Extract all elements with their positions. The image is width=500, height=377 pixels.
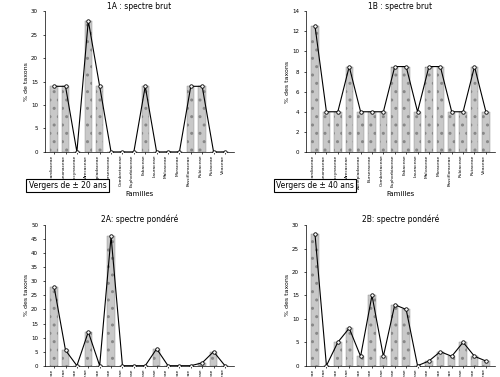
Title: 2B: spectre pondéré: 2B: spectre pondéré (362, 215, 439, 224)
Text: Vergers de ± 40 ans: Vergers de ± 40 ans (276, 181, 354, 190)
Y-axis label: % des taxons: % des taxons (24, 274, 29, 316)
Bar (62, 86, 69, 152)
Bar (471, 356, 478, 366)
Bar (414, 112, 421, 152)
Bar (50, 86, 58, 152)
Y-axis label: % de taxons: % de taxons (24, 62, 29, 101)
Bar (425, 67, 432, 152)
Bar (50, 287, 58, 366)
Bar (84, 21, 92, 152)
Bar (368, 295, 376, 366)
Bar (380, 356, 387, 366)
Bar (391, 305, 398, 366)
Bar (142, 86, 149, 152)
Y-axis label: % des taxons: % des taxons (285, 61, 290, 103)
Bar (460, 112, 467, 152)
Bar (312, 234, 318, 366)
Bar (436, 352, 444, 366)
Bar (391, 67, 398, 152)
Bar (198, 363, 206, 366)
X-axis label: Familles: Familles (386, 191, 414, 197)
Bar (460, 342, 467, 366)
X-axis label: Familles: Familles (126, 191, 154, 197)
Bar (448, 112, 456, 152)
Bar (334, 112, 342, 152)
Bar (402, 67, 410, 152)
Bar (436, 67, 444, 152)
Bar (322, 112, 330, 152)
Bar (357, 356, 364, 366)
Bar (368, 112, 376, 152)
Bar (471, 67, 478, 152)
Text: Vergers de ± 20 ans: Vergers de ± 20 ans (28, 181, 106, 190)
Bar (153, 349, 160, 366)
Bar (357, 112, 364, 152)
Bar (62, 350, 69, 366)
Bar (96, 86, 104, 152)
Bar (448, 356, 456, 366)
Bar (425, 361, 432, 366)
Bar (312, 26, 318, 152)
Bar (482, 112, 490, 152)
Bar (380, 112, 387, 152)
Bar (198, 86, 206, 152)
Bar (187, 86, 194, 152)
Bar (210, 352, 218, 366)
Title: 1A : spectre brut: 1A : spectre brut (108, 2, 172, 11)
Bar (402, 310, 410, 366)
Bar (108, 236, 115, 366)
Bar (482, 361, 490, 366)
Bar (346, 67, 353, 152)
Bar (346, 328, 353, 366)
Y-axis label: % des taxons: % des taxons (285, 274, 290, 316)
Bar (334, 342, 342, 366)
Title: 2A: spectre pondéré: 2A: spectre pondéré (101, 215, 178, 224)
Bar (84, 332, 92, 366)
Title: 1B : spectre brut: 1B : spectre brut (368, 2, 432, 11)
